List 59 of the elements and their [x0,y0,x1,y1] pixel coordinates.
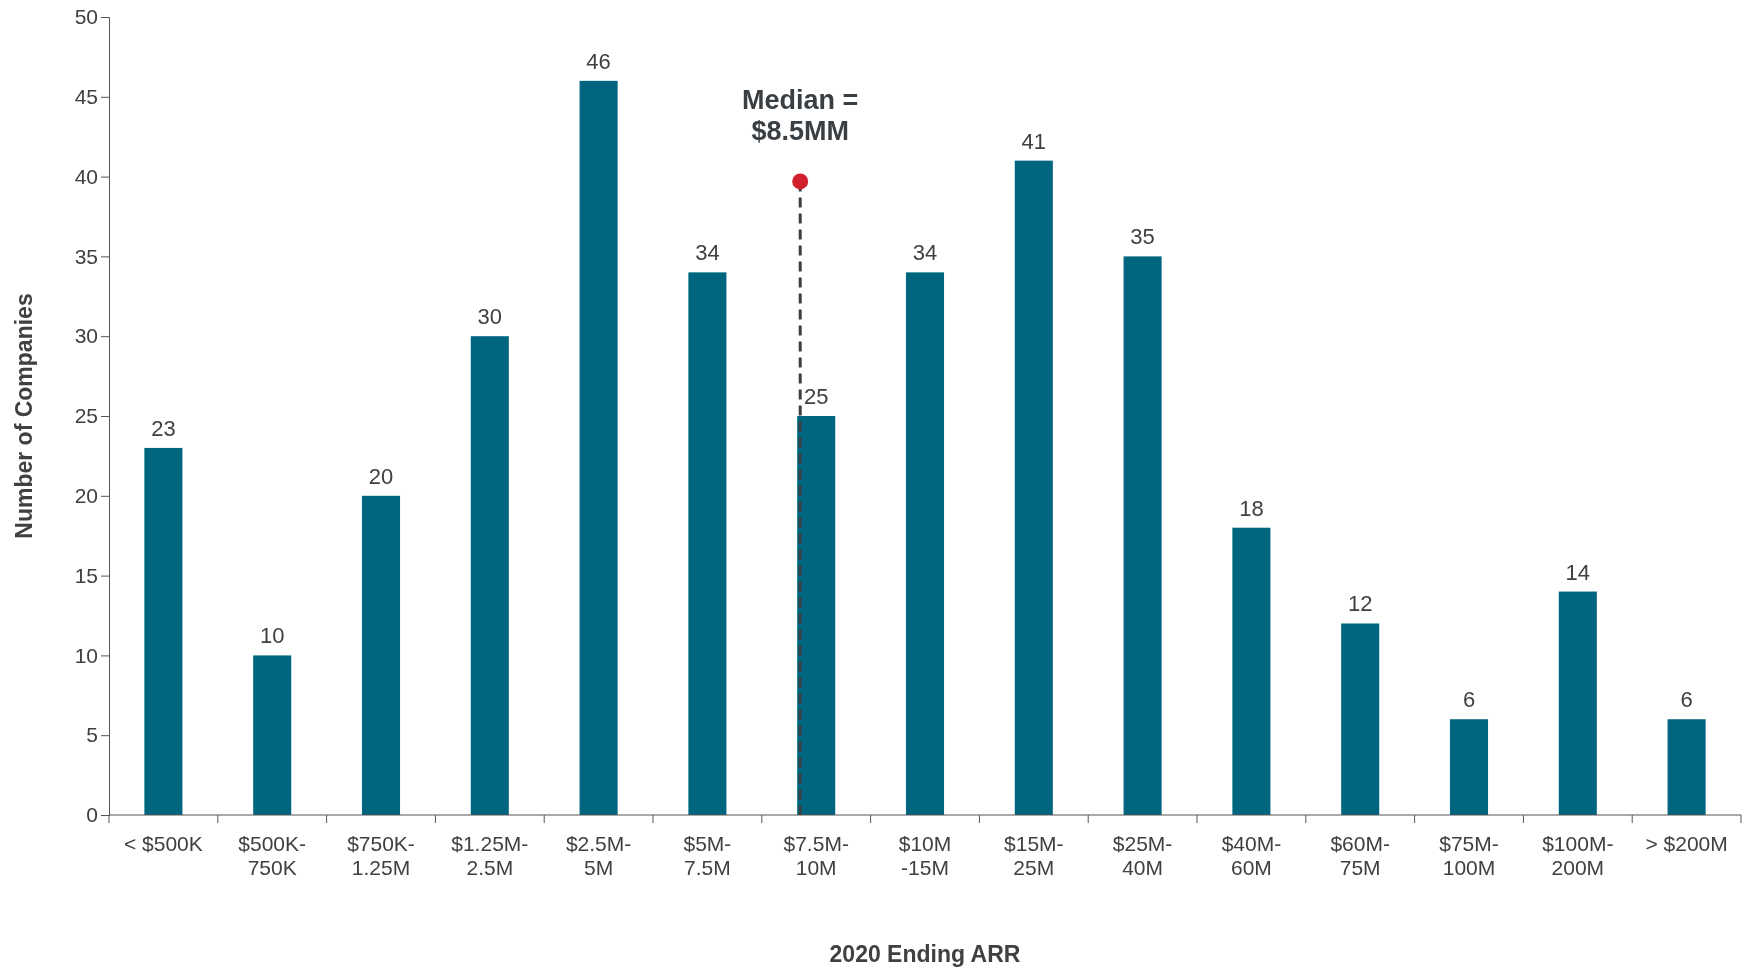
x-tick-label: $10M -15M [898,832,952,880]
x-tick-label: $100M- 200M [1542,832,1614,880]
bar [1449,719,1489,815]
data-label: 20 [368,463,394,489]
bar [905,272,945,815]
x-tick-label: $2.5M- 5M [565,832,632,880]
bar [144,447,183,815]
bar [579,80,618,815]
data-label: 6 [1462,687,1476,713]
y-tick-label: 5 [86,723,98,747]
data-label: 6 [1680,687,1693,713]
bar [470,336,509,815]
y-tick-label: 30 [74,324,98,348]
data-label: 30 [477,304,503,330]
bar [1341,623,1380,815]
data-label: 35 [1130,224,1155,250]
y-tick-label: 50 [74,5,98,29]
data-label: 10 [259,623,285,649]
data-label: 25 [803,384,829,409]
x-tick-label: $1.25M- 2.5M [451,832,529,880]
bar [253,655,292,815]
x-tick-label: < $500K [123,832,203,855]
bar [1014,160,1053,815]
data-label: 46 [586,48,611,74]
data-label: 41 [1021,128,1047,154]
bar [1667,719,1706,815]
bar [688,272,727,815]
x-tick-label: $15M- 25M [1004,832,1064,880]
y-axis-title: Number of Companies [11,293,37,539]
bar [1232,527,1271,815]
x-tick-label: $25M- 40M [1112,832,1173,880]
y-tick-label: 45 [74,85,98,109]
x-tick-label: $40M- 60M [1221,832,1282,880]
y-tick-label: 25 [74,404,98,428]
data-label: 23 [151,415,176,441]
x-tick-label: $5M- 7.5M [683,832,732,880]
x-tick-label: > $200M [1645,832,1728,855]
y-tick-label: 35 [74,244,98,268]
y-tick-label: 10 [74,643,98,667]
bar [1558,591,1597,815]
data-label: 34 [695,240,720,266]
bar [797,416,836,815]
x-tick-label: $500K- 750K [238,832,307,880]
x-tick-label: $750K- 1.25M [347,832,415,880]
bar [1123,256,1162,815]
x-tick-label: $75M- 100M [1439,832,1499,880]
x-tick-label: $7.5M- 10M [783,832,849,880]
data-label: 14 [1565,559,1591,585]
y-tick-label: 40 [74,164,98,188]
y-tick-label: 15 [74,563,98,587]
x-axis-title: 2020 Ending ARR [829,941,1021,967]
y-tick-label: 20 [74,484,98,508]
bar [361,495,401,815]
y-tick-label: 0 [86,803,98,827]
data-label: 34 [912,240,938,266]
x-tick-label: $60M- 75M [1330,832,1390,880]
data-label: 18 [1239,495,1264,521]
data-label: 12 [1347,591,1373,617]
ref-line-label: Median = $8.5MM [742,85,859,147]
